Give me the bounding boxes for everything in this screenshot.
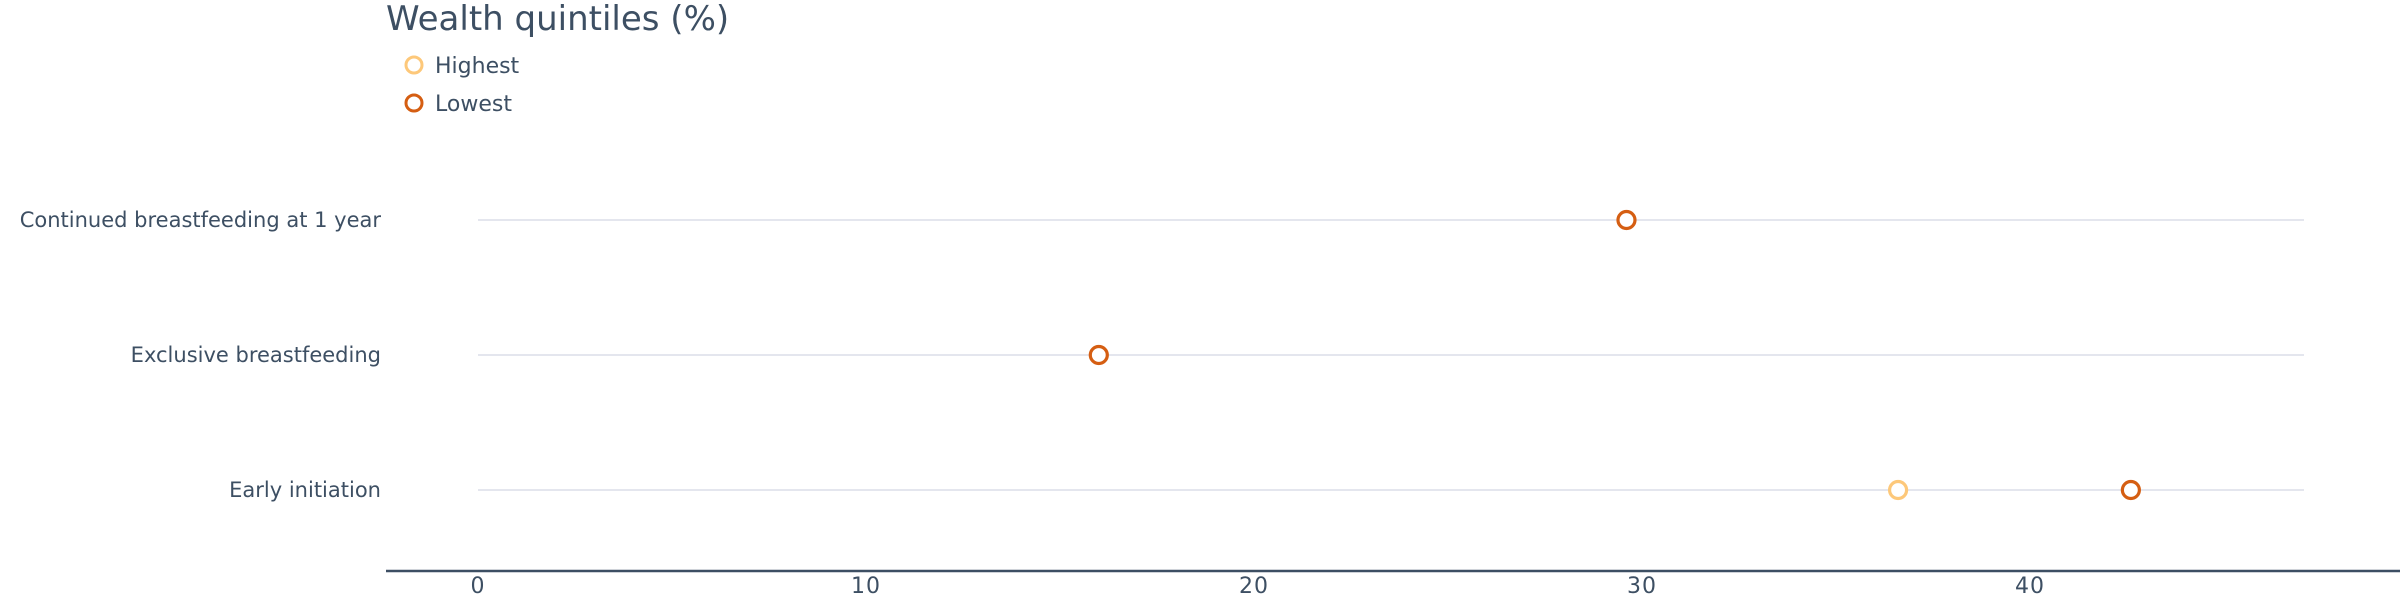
category-label-exclusive-breastfeeding: Exclusive breastfeeding <box>131 343 381 367</box>
point-lowest-early-initiation <box>2120 479 2141 501</box>
point-highest-early-initiation <box>1887 479 1909 501</box>
x-axis-ticks: 0 10 20 30 40 <box>471 574 2045 599</box>
legend-label-highest: Highest <box>435 54 520 79</box>
legend-marker-highest <box>404 55 424 75</box>
data-points <box>1088 209 2141 501</box>
legend: Highest Lowest <box>404 54 520 117</box>
legend-marker-lowest <box>404 93 424 113</box>
category-rows: Continued breastfeeding at 1 year Exclusi… <box>20 208 2304 502</box>
x-tick-label: 40 <box>2015 574 2045 599</box>
x-tick-label: 10 <box>851 574 881 599</box>
category-label-early-initiation: Early initiation <box>229 478 381 502</box>
chart-title: Wealth quintiles (%) <box>386 0 729 39</box>
x-tick-label: 20 <box>1239 574 1269 599</box>
point-lowest-continued-breastfeeding-at-1-year <box>1616 209 1637 231</box>
category-label-continued-breastfeeding-at-1-year: Continued breastfeeding at 1 year <box>20 208 382 232</box>
x-tick-label: 0 <box>471 574 486 599</box>
legend-label-lowest: Lowest <box>435 92 512 117</box>
point-lowest-exclusive-breastfeeding <box>1088 344 1109 366</box>
x-tick-label: 30 <box>1627 574 1657 599</box>
